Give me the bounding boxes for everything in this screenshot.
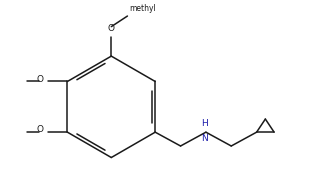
Text: O: O xyxy=(36,125,43,134)
Text: methyl: methyl xyxy=(130,4,156,13)
Text: H: H xyxy=(201,119,208,129)
Text: O: O xyxy=(36,75,43,84)
Text: N: N xyxy=(201,134,208,143)
Text: O: O xyxy=(108,24,115,33)
